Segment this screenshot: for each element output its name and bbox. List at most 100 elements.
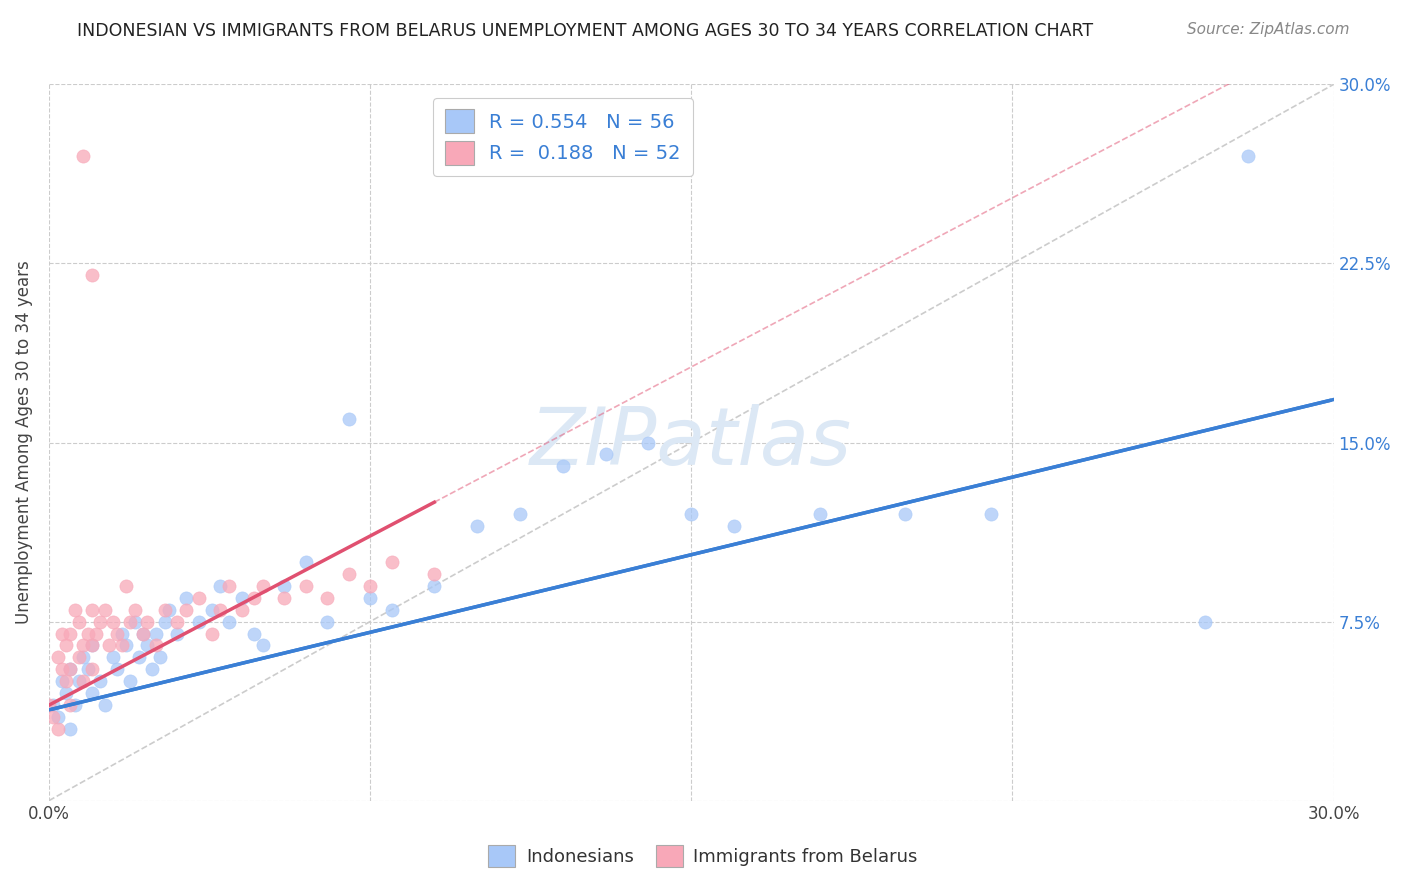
Point (46, 650, 69, 665)
Point (111, 639, 134, 653)
Point (72, 674, 94, 689)
Point (80, 686, 103, 700)
Point (637, 435, 659, 450)
Point (72, 639, 94, 653)
Point (115, 579, 138, 593)
Point (59, 698, 82, 713)
Point (595, 447, 617, 461)
Point (107, 626, 129, 640)
Point (76, 662, 98, 676)
Point (80, 602, 103, 616)
Point (67, 650, 90, 665)
Point (80, 639, 103, 653)
Point (84, 626, 107, 640)
Point (252, 639, 274, 653)
Point (149, 650, 172, 665)
Point (157, 602, 180, 616)
Point (980, 507, 1002, 521)
Point (136, 615, 159, 629)
Y-axis label: Unemployment Among Ages 30 to 34 years: Unemployment Among Ages 30 to 34 years (15, 260, 32, 624)
Point (218, 615, 240, 629)
Point (243, 591, 266, 605)
Legend: R = 0.554   N = 56, R =  0.188   N = 52: R = 0.554 N = 56, R = 0.188 N = 52 (433, 98, 693, 177)
Point (42, 698, 65, 713)
Point (551, 459, 574, 474)
Point (76, 626, 98, 640)
Point (89, 615, 111, 629)
Point (67, 674, 90, 689)
Point (380, 602, 402, 616)
Point (80, 662, 103, 676)
Point (103, 650, 125, 665)
Point (723, 519, 745, 533)
Point (59, 722, 82, 736)
Point (465, 519, 488, 533)
Point (51, 626, 73, 640)
Point (59, 662, 82, 676)
Point (423, 579, 446, 593)
Point (72, 650, 94, 665)
Point (337, 411, 360, 425)
Point (174, 602, 197, 616)
Point (187, 591, 209, 605)
Point (316, 615, 339, 629)
Point (72, 149, 94, 163)
Point (252, 579, 274, 593)
Point (55, 639, 77, 653)
Point (59, 626, 82, 640)
Point (295, 579, 318, 593)
Point (174, 591, 197, 605)
Point (63, 602, 86, 616)
Point (111, 626, 134, 640)
Point (124, 602, 146, 616)
Point (120, 674, 142, 689)
Text: INDONESIAN VS IMMIGRANTS FROM BELARUS UNEMPLOYMENT AMONG AGES 30 TO 34 YEARS COR: INDONESIAN VS IMMIGRANTS FROM BELARUS UN… (77, 22, 1094, 40)
Point (55, 674, 77, 689)
Point (136, 639, 159, 653)
Point (380, 555, 402, 569)
Point (59, 662, 82, 676)
Point (132, 626, 155, 640)
Point (231, 591, 253, 605)
Point (42, 710, 65, 724)
Point (509, 507, 531, 521)
Point (1237, 149, 1260, 163)
Point (115, 639, 138, 653)
Point (120, 615, 142, 629)
Point (423, 566, 446, 581)
Point (153, 602, 176, 616)
Point (295, 555, 318, 569)
Point (209, 579, 232, 593)
Point (124, 615, 146, 629)
Point (97, 639, 120, 653)
Point (46, 710, 69, 724)
Point (55, 686, 77, 700)
Point (46, 722, 69, 736)
Point (80, 639, 103, 653)
Point (128, 650, 150, 665)
Point (51, 662, 73, 676)
Point (201, 602, 224, 616)
Point (359, 591, 381, 605)
Point (166, 615, 188, 629)
Point (80, 268, 103, 283)
Point (132, 626, 155, 640)
Point (243, 626, 266, 640)
Point (63, 698, 86, 713)
Point (209, 602, 232, 616)
Point (93, 698, 115, 713)
Point (51, 674, 73, 689)
Point (273, 591, 295, 605)
Point (894, 507, 917, 521)
Point (93, 602, 115, 616)
Point (359, 579, 381, 593)
Point (38, 698, 60, 713)
Point (273, 579, 295, 593)
Point (67, 615, 90, 629)
Point (89, 674, 111, 689)
Point (103, 615, 125, 629)
Text: Source: ZipAtlas.com: Source: ZipAtlas.com (1187, 22, 1350, 37)
Point (201, 626, 224, 640)
Point (316, 591, 339, 605)
Legend: Indonesians, Immigrants from Belarus: Indonesians, Immigrants from Belarus (481, 838, 925, 874)
